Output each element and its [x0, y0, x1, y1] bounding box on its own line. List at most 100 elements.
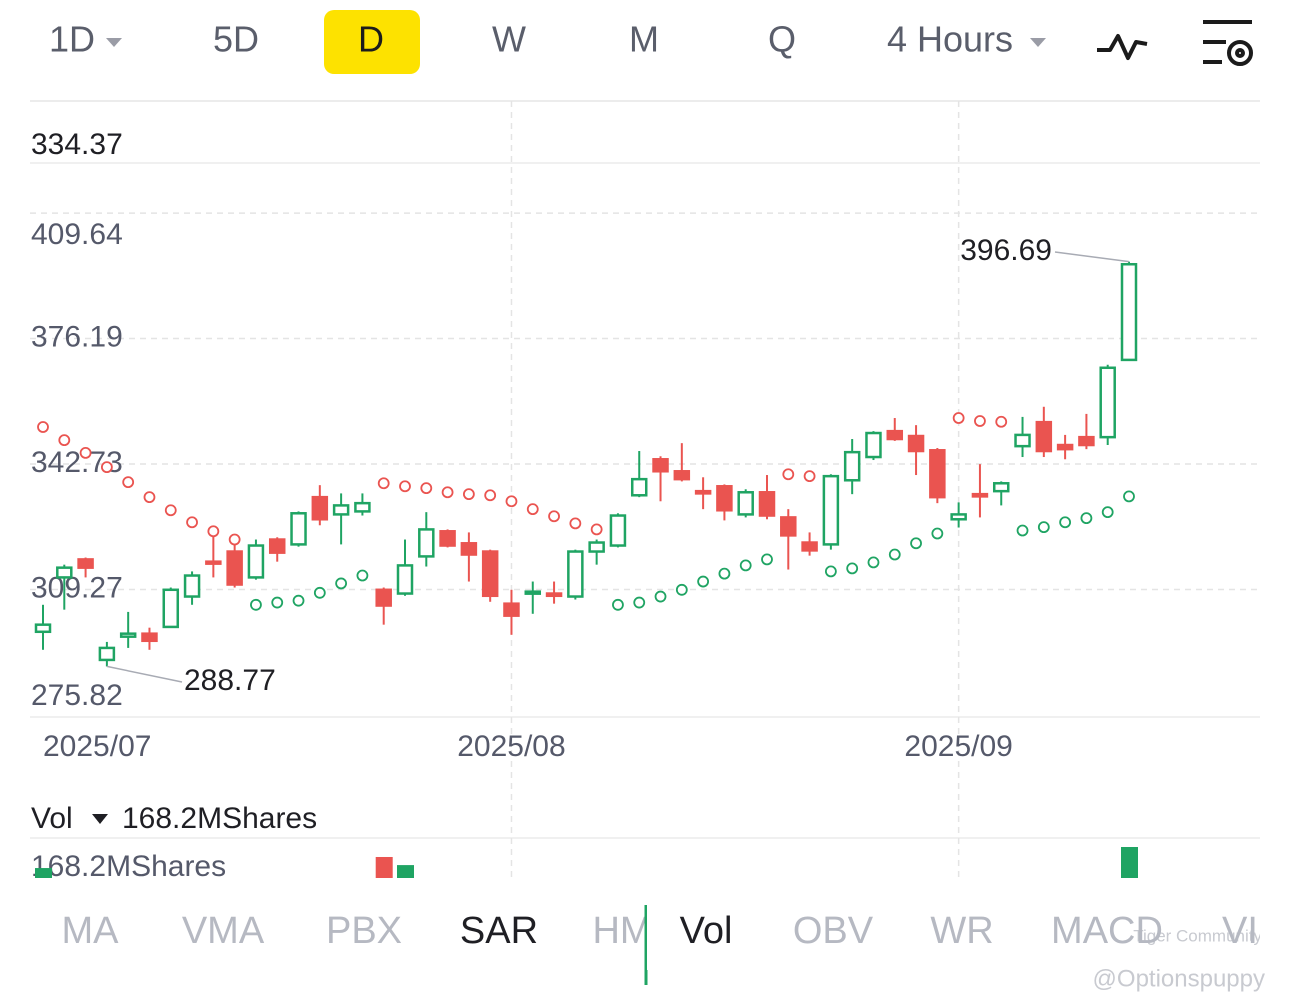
sar-dot	[803, 470, 816, 483]
sar-dot	[633, 596, 646, 609]
candle-body	[77, 558, 94, 569]
high-leader	[1054, 251, 1130, 263]
candle-body	[34, 623, 52, 634]
sar-dot	[441, 486, 454, 499]
sar-dot	[58, 434, 71, 447]
indicator-tab[interactable]: HM	[592, 910, 651, 952]
sar-dot	[1037, 521, 1050, 534]
candle-body	[290, 512, 307, 546]
timeframe-tab[interactable]: D	[358, 19, 384, 60]
indicator-tab[interactable]: VMA	[182, 910, 265, 952]
sar-dot	[484, 489, 497, 502]
candle-body	[545, 592, 563, 598]
sar-dot	[122, 476, 135, 489]
candle-body	[205, 560, 222, 565]
candle-body	[311, 495, 329, 521]
indicator-tab[interactable]: PBX	[326, 910, 402, 952]
candle-body	[141, 632, 158, 643]
dropdown-caret[interactable]	[106, 38, 122, 47]
sar-dot	[399, 480, 411, 493]
active-tab-bg	[324, 10, 420, 74]
sar-dot	[505, 495, 518, 508]
volume-bar	[397, 865, 414, 878]
volume-bar	[375, 856, 393, 878]
timeframe-tab[interactable]: W	[492, 19, 526, 60]
sar-dot	[143, 491, 156, 504]
timeframe-tab[interactable]: 5D	[213, 19, 259, 60]
volume-title[interactable]: Vol	[31, 802, 73, 835]
y-tick-label: 376.19	[31, 320, 123, 353]
candle-body	[865, 431, 882, 459]
low-leader	[106, 665, 183, 683]
indicator-tab[interactable]: OBV	[793, 910, 874, 952]
sar-dot	[79, 447, 92, 459]
indicator-tab[interactable]: Vol	[680, 910, 733, 952]
timeframe-tab[interactable]: Q	[768, 19, 796, 60]
candle-body	[588, 541, 605, 553]
candle-body	[1056, 443, 1074, 451]
candle-body	[992, 482, 1010, 493]
candle-body	[652, 458, 669, 473]
timeframe-tab[interactable]: 1D	[49, 19, 95, 60]
indicator-tab[interactable]: VI	[1222, 910, 1258, 952]
sar-dot	[313, 586, 326, 599]
sar-dot	[1016, 524, 1029, 537]
settings-icon[interactable]	[1203, 20, 1253, 66]
sar-dot	[1101, 506, 1114, 519]
dropdown-caret[interactable]	[92, 814, 108, 824]
sar-dot	[37, 421, 49, 433]
watermark-brand: Tiger Community	[1133, 926, 1262, 945]
sar-dot	[888, 548, 901, 561]
y-tick-label: 309.27	[31, 571, 123, 604]
volume-bar	[1121, 847, 1138, 878]
sar-dot	[164, 504, 177, 517]
candle-body	[56, 566, 73, 579]
low-label: 288.77	[184, 664, 276, 697]
candle-body	[418, 528, 435, 558]
candle-body	[183, 574, 201, 598]
sar-dot	[974, 415, 986, 427]
candle-body	[780, 516, 797, 537]
x-tick-label: 2025/09	[904, 730, 1012, 763]
timeframe-tab[interactable]: 4 Hours	[887, 19, 1013, 60]
sar-dot	[377, 477, 390, 490]
candle-body	[98, 646, 116, 662]
candle-body	[822, 474, 840, 546]
candle-body	[247, 544, 265, 579]
indicator-tab[interactable]: SAR	[460, 910, 538, 952]
candle-body	[567, 550, 584, 598]
sar-dot	[292, 594, 305, 607]
candle-body	[950, 513, 967, 521]
candle-body	[801, 541, 818, 552]
sar-dot	[356, 569, 369, 582]
candle-body	[929, 449, 946, 499]
candle-body	[162, 588, 180, 629]
indicator-icon[interactable]	[1097, 34, 1148, 60]
candle-body	[758, 491, 776, 517]
sar-dot	[995, 415, 1008, 428]
dropdown-caret[interactable]	[1030, 38, 1046, 47]
sar-dot	[207, 525, 220, 538]
candle-body	[1120, 263, 1138, 362]
candle-body	[460, 542, 478, 556]
indicator-tab[interactable]: WR	[930, 910, 993, 952]
candle-body	[439, 530, 456, 547]
timeframe-tab[interactable]: M	[629, 19, 659, 60]
candle-body	[971, 492, 989, 498]
candle-body	[396, 564, 414, 595]
candle-body	[503, 602, 520, 617]
top-price-label: 334.37	[31, 128, 123, 161]
candle-body	[673, 470, 691, 481]
sar-dot	[931, 527, 944, 540]
candle-body	[332, 504, 350, 516]
volume-header: 168.2MShares	[122, 802, 317, 835]
sar-dot	[335, 577, 348, 590]
volume-axis-label: 168.2MShares	[31, 850, 226, 883]
candle-body	[907, 434, 925, 453]
sar-dot	[675, 583, 688, 596]
indicator-tab[interactable]: MACD	[1051, 910, 1163, 952]
high-label: 396.69	[960, 234, 1052, 267]
indicator-tab[interactable]: MA	[62, 910, 120, 952]
sar-dot	[654, 590, 667, 603]
